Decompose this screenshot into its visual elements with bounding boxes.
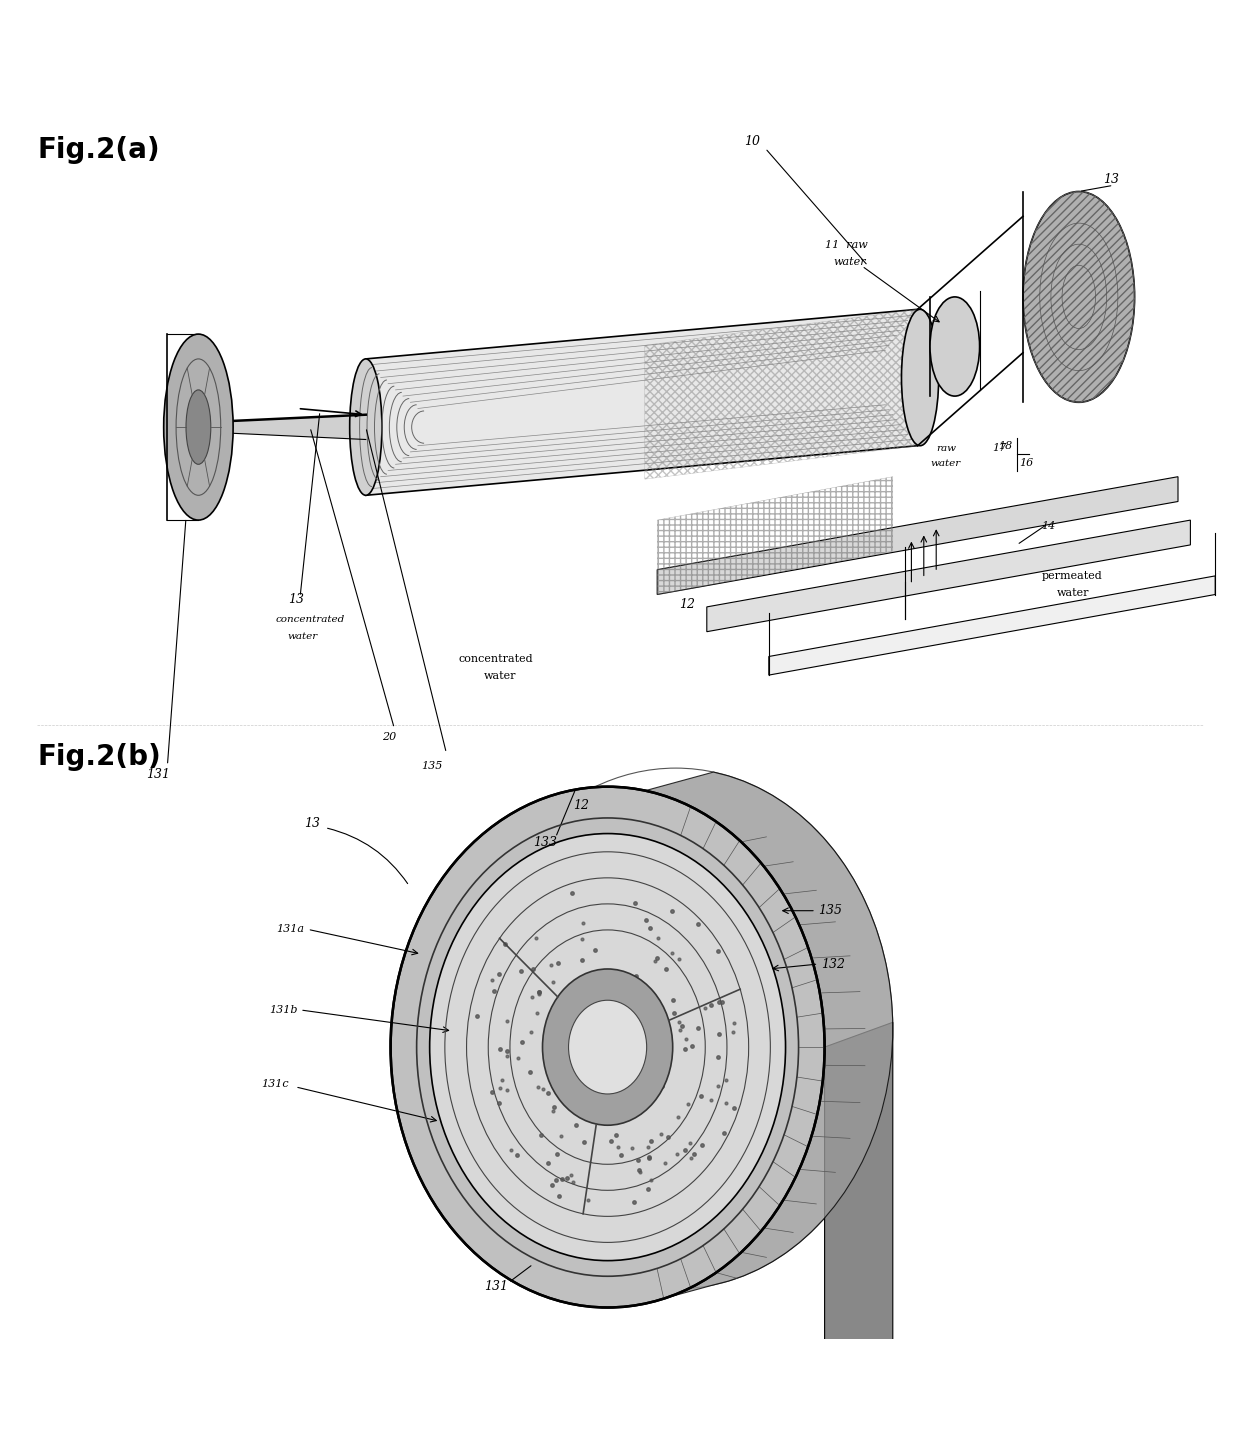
Text: 12: 12 [680, 598, 696, 611]
Text: 131b: 131b [269, 1004, 298, 1015]
Text: 135: 135 [818, 904, 842, 917]
Polygon shape [233, 415, 366, 440]
Text: water: water [930, 458, 960, 467]
Ellipse shape [901, 309, 939, 445]
Text: concentrated: concentrated [459, 654, 533, 664]
Text: permeated: permeated [1042, 570, 1102, 581]
Text: 14: 14 [1042, 522, 1055, 532]
Text: 13: 13 [1104, 172, 1120, 185]
Polygon shape [657, 477, 1178, 595]
Ellipse shape [543, 969, 672, 1125]
Text: 131: 131 [146, 767, 170, 780]
Ellipse shape [430, 833, 786, 1260]
Text: water: water [1056, 588, 1089, 598]
Text: 131a: 131a [275, 924, 304, 934]
Text: Fig.2(b): Fig.2(b) [37, 743, 161, 772]
Polygon shape [825, 1022, 893, 1413]
Text: 131: 131 [484, 1280, 508, 1293]
Ellipse shape [930, 297, 980, 397]
Text: 11  raw: 11 raw [825, 240, 867, 250]
Text: 20: 20 [382, 731, 396, 741]
Text: 13: 13 [288, 593, 304, 606]
Text: water: water [833, 257, 866, 267]
Text: 12: 12 [573, 799, 589, 812]
Text: 16: 16 [1019, 458, 1033, 468]
Ellipse shape [164, 333, 233, 520]
Text: 132: 132 [821, 957, 844, 970]
Text: water: water [484, 671, 516, 681]
Text: 135: 135 [422, 760, 443, 770]
Ellipse shape [391, 786, 825, 1308]
Polygon shape [366, 309, 918, 496]
Text: 133: 133 [533, 836, 557, 849]
Text: 131c: 131c [262, 1079, 289, 1089]
Polygon shape [645, 772, 893, 1303]
Text: 17: 17 [992, 443, 1006, 453]
Ellipse shape [350, 359, 382, 496]
Ellipse shape [1023, 191, 1135, 402]
Text: water: water [288, 632, 317, 641]
Ellipse shape [186, 389, 211, 464]
Ellipse shape [568, 1000, 647, 1094]
Text: Fig.2(a): Fig.2(a) [37, 135, 160, 164]
Text: 13: 13 [304, 818, 320, 831]
Text: 10: 10 [744, 135, 760, 148]
Text: raw: raw [936, 444, 956, 453]
Polygon shape [707, 520, 1190, 632]
Text: concentrated: concentrated [275, 615, 345, 624]
Text: 18: 18 [998, 441, 1012, 451]
Polygon shape [769, 576, 1215, 675]
